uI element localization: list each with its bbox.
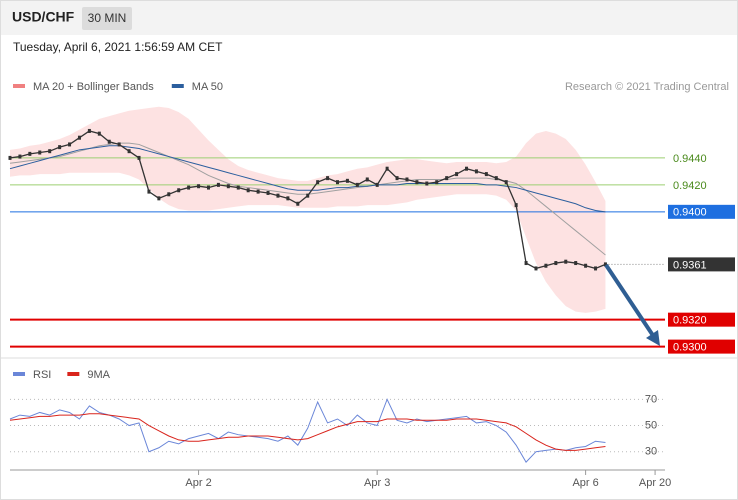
x-tick-label: Apr 3 <box>364 477 390 489</box>
price-bar <box>415 180 419 185</box>
symbol: USD/CHF <box>12 9 75 25</box>
price-bar <box>226 184 230 189</box>
price-bar <box>375 182 379 187</box>
price-bar <box>306 193 310 198</box>
price-bar <box>187 185 191 190</box>
legend-swatch <box>13 84 25 88</box>
price-bar <box>246 188 250 193</box>
price-bar <box>147 189 151 194</box>
price-bar <box>395 176 399 181</box>
price-bar <box>68 142 72 147</box>
price-bar <box>564 259 568 264</box>
price-bar <box>574 261 578 266</box>
level-box <box>668 204 735 219</box>
price-bar <box>206 185 210 190</box>
legend-label: MA 20 + Bollinger Bands <box>33 81 154 93</box>
level-box <box>668 339 735 354</box>
forecast-arrowhead <box>646 330 660 346</box>
y-tick-label: 70 <box>645 393 657 405</box>
price-bar <box>524 261 528 266</box>
forecast-arrow <box>604 263 656 339</box>
legend-label: 9MA <box>87 369 110 381</box>
price-bar <box>97 131 101 136</box>
legend-swatch <box>171 84 184 88</box>
price-bar <box>28 151 32 156</box>
price-bar <box>236 185 240 190</box>
price-bar <box>48 149 52 154</box>
price-bar <box>256 189 260 194</box>
price-bar <box>603 262 607 267</box>
level-box <box>668 257 735 272</box>
price-bar <box>38 150 42 155</box>
x-tick-label: Apr 6 <box>572 477 598 489</box>
price-bar <box>355 182 359 187</box>
level-label: 0.9361 <box>673 259 707 271</box>
rsi-line <box>9 413 606 451</box>
price-bar <box>385 166 389 171</box>
price-bar <box>18 154 22 159</box>
price-bar <box>494 176 498 181</box>
price-bar <box>286 196 290 201</box>
price-bar <box>216 182 220 187</box>
x-tick-label: Apr 2 <box>185 477 211 489</box>
price-bar <box>544 263 548 268</box>
price-bar <box>326 176 330 181</box>
y-tick-label: 50 <box>645 419 657 431</box>
legend-label: RSI <box>33 369 51 381</box>
price-bar <box>584 263 588 268</box>
price-bar <box>276 193 280 198</box>
price-bar <box>534 266 538 271</box>
level-label: 0.9420 <box>673 180 707 192</box>
price-bar <box>455 172 459 177</box>
level-label: 0.9320 <box>673 315 707 327</box>
price-bar <box>405 177 409 182</box>
price-bar <box>197 184 201 189</box>
price-bar <box>514 203 518 208</box>
x-tick-label: Apr 20 <box>639 477 671 489</box>
price-bar <box>435 180 439 185</box>
interval[interactable]: 30 MIN <box>88 11 127 25</box>
price-bar <box>554 261 558 266</box>
price-bar <box>157 196 161 201</box>
price-bar <box>167 192 171 197</box>
price-bar <box>594 266 598 271</box>
price-bar <box>504 180 508 185</box>
timestamp: Tuesday, April 6, 2021 1:56:59 AM CET <box>13 40 223 54</box>
price-bar <box>296 201 300 206</box>
price-bar <box>117 142 121 147</box>
legend-label: MA 50 <box>192 81 223 93</box>
price-bar <box>345 178 349 183</box>
ma50-line <box>9 145 606 213</box>
price-bar <box>58 145 62 150</box>
price-bar <box>365 177 369 182</box>
price-bar <box>266 190 270 195</box>
price-bar <box>316 180 320 185</box>
legend-swatch <box>13 372 25 376</box>
price-bar <box>336 180 339 185</box>
level-label: 0.9400 <box>673 207 707 219</box>
price-bar <box>107 139 111 144</box>
level-box <box>668 312 735 327</box>
price-bar <box>445 176 449 181</box>
price-bar <box>137 155 141 160</box>
price-bar <box>127 149 131 154</box>
y-tick-label: 30 <box>645 446 657 458</box>
legend-swatch <box>67 372 80 376</box>
price-bar <box>77 135 81 140</box>
level-label: 0.9440 <box>673 153 707 165</box>
interval-badge[interactable] <box>82 7 132 30</box>
price-bar <box>8 155 12 160</box>
source: Research © 2021 Trading Central <box>565 81 729 93</box>
price-bar <box>177 188 181 193</box>
price-bar <box>425 181 429 186</box>
price-bar <box>474 169 478 174</box>
level-label: 0.9300 <box>673 342 707 354</box>
price-bar <box>87 128 91 133</box>
price-bar <box>484 172 488 177</box>
price-bar <box>465 166 469 171</box>
